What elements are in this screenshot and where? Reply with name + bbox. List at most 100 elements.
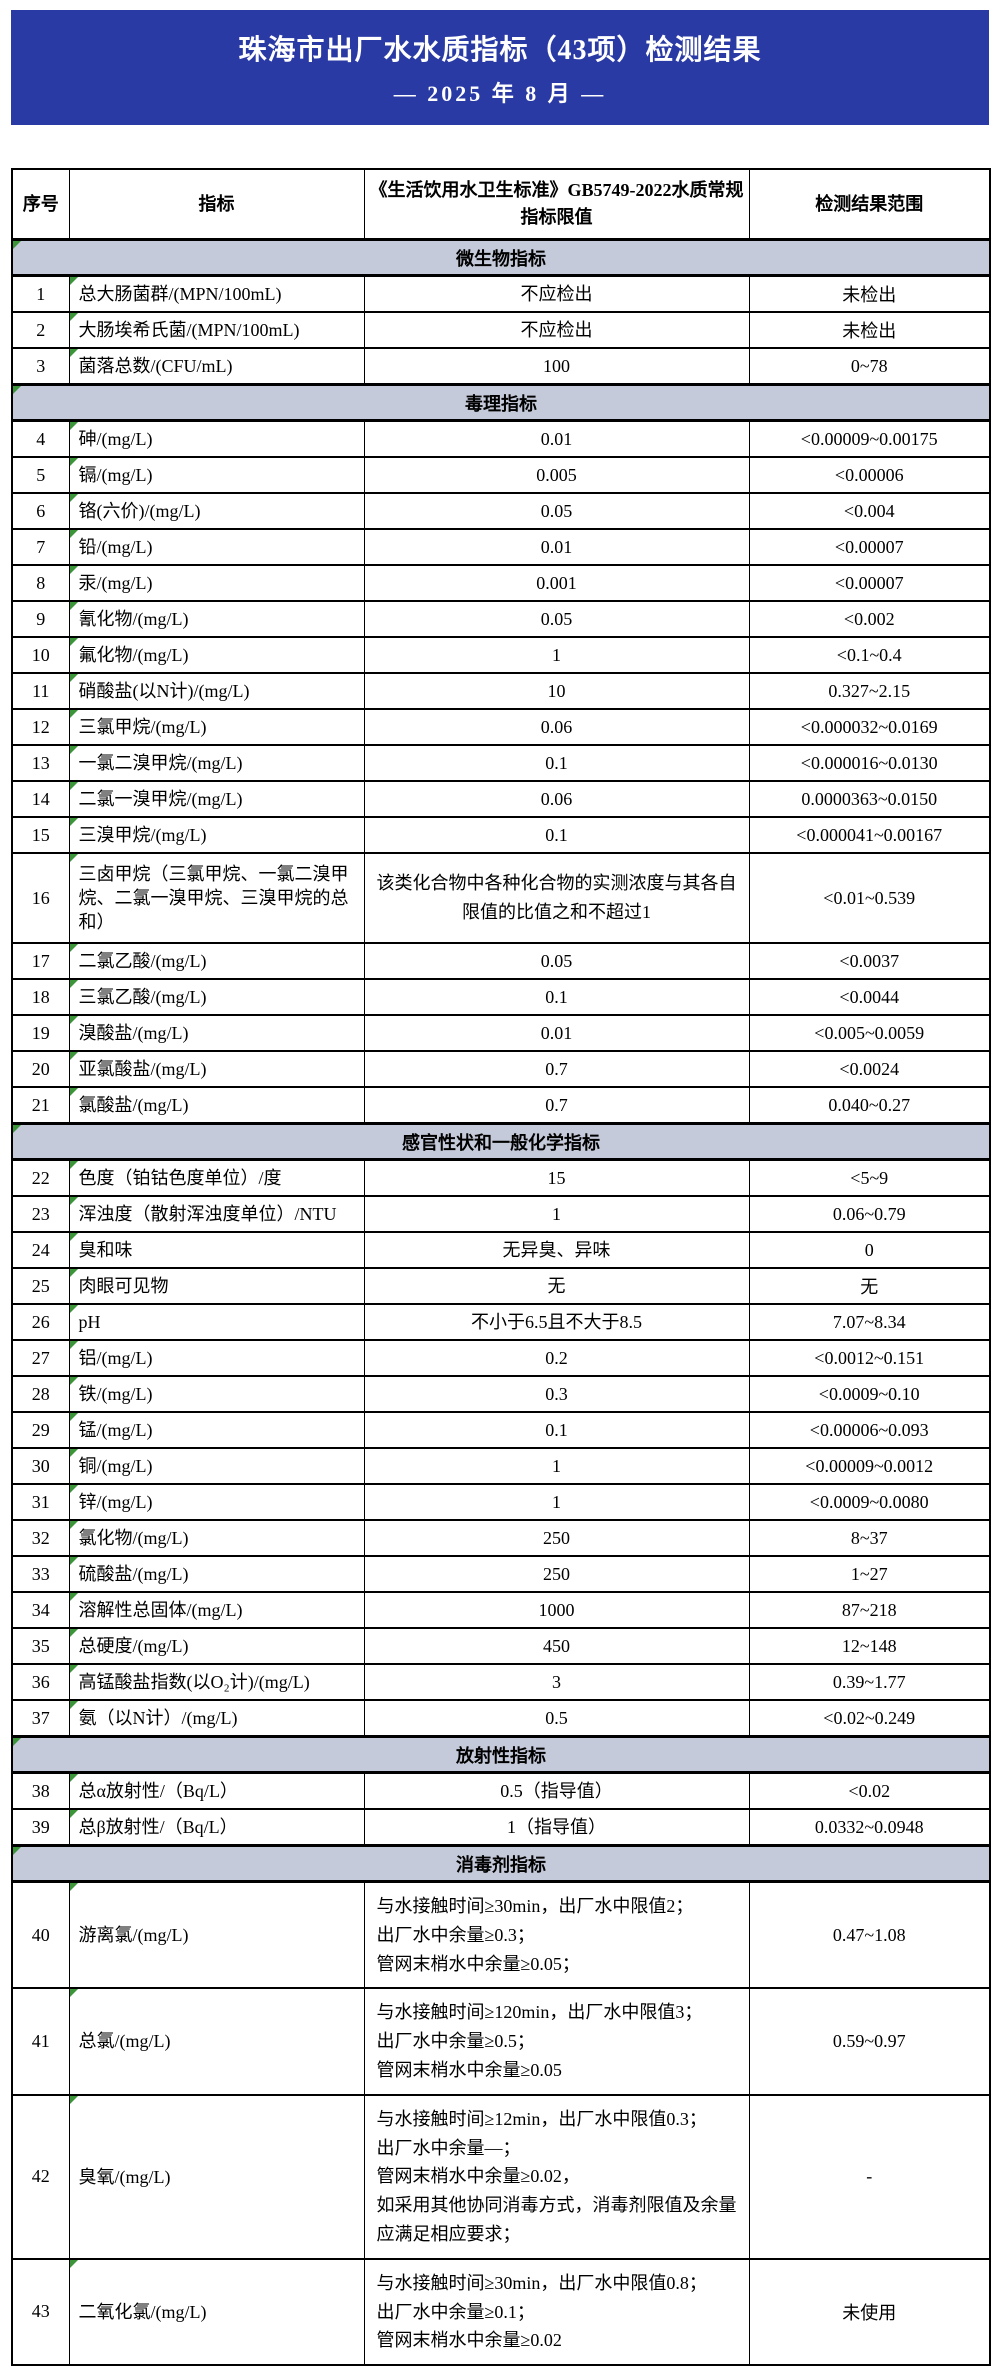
table-row: 22 色度（铂钴色度单位）/度 15 <5~9: [11, 1158, 991, 1197]
column-header-serial: 序号: [11, 168, 70, 241]
row-indicator-name: 三溴甲烷/(mg/L): [68, 816, 365, 854]
row-serial-number: 29: [11, 1411, 70, 1449]
row-result-range: <0.00009~0.00175: [748, 419, 991, 458]
row-result-range: <0.002: [748, 600, 991, 638]
table-row: 31 锌/(mg/L) 1 <0.0009~0.0080: [11, 1483, 991, 1521]
row-indicator-name: 二氯一溴甲烷/(mg/L): [68, 780, 365, 818]
row-standard-limit: 该类化合物中各种化合物的实测浓度与其各自限值的比值之和不超过1: [363, 852, 750, 944]
row-result-range: 未使用: [748, 2257, 991, 2367]
row-serial-number: 4: [11, 419, 70, 458]
section-row: 感官性状和一般化学指标: [11, 1122, 991, 1161]
table-header-row: 序号 指标 《生活饮用水卫生标准》GB5749-2022水质常规指标限值 检测结…: [11, 168, 991, 241]
row-serial-number: 31: [11, 1483, 70, 1521]
row-indicator-name: pH: [68, 1303, 365, 1341]
row-result-range: 0.0332~0.0948: [748, 1808, 991, 1847]
row-result-range: 无: [748, 1267, 991, 1305]
row-standard-limit: 0.1: [363, 816, 750, 854]
row-result-range: 0: [748, 1231, 991, 1269]
row-indicator-name: 锰/(mg/L): [68, 1411, 365, 1449]
row-standard-limit: 0.001: [363, 564, 750, 602]
table-row: 25 肉眼可见物无无: [11, 1267, 991, 1305]
row-indicator-name: 高锰酸盐指数(以O₂计)/(mg/L): [68, 1663, 365, 1701]
row-standard-limit: 0.1: [363, 1411, 750, 1449]
table-row: 36 高锰酸盐指数(以O₂计)/(mg/L) 3 0.39~1.77: [11, 1663, 991, 1701]
row-indicator-name: 臭氧/(mg/L): [68, 2093, 365, 2260]
table-row: 38 总α放射性/（Bq/L） 0.5（指导值） <0.02: [11, 1771, 991, 1810]
row-standard-limit: 0.05: [363, 942, 750, 980]
row-serial-number: 32: [11, 1519, 70, 1557]
row-indicator-name: 氯化物/(mg/L): [68, 1519, 365, 1557]
row-serial-number: 6: [11, 492, 70, 530]
row-indicator-name: 总α放射性/（Bq/L）: [68, 1771, 365, 1810]
table-row: 41 总氯/(mg/L) 与水接触时间≥120min，出厂水中限值3； 出厂水中余量…: [11, 1987, 991, 2096]
row-standard-limit: 0.1: [363, 978, 750, 1016]
row-indicator-name: 亚氯酸盐/(mg/L): [68, 1050, 365, 1088]
row-serial-number: 24: [11, 1231, 70, 1269]
row-serial-number: 40: [11, 1880, 70, 1990]
row-indicator-name: 色度（铂钴色度单位）/度: [68, 1158, 365, 1197]
row-indicator-name: 氨（以N计）/(mg/L): [68, 1699, 365, 1738]
row-serial-number: 1: [11, 274, 70, 313]
row-standard-limit: 0.01: [363, 528, 750, 566]
row-serial-number: 9: [11, 600, 70, 638]
row-indicator-name: 溶解性总固体/(mg/L): [68, 1591, 365, 1629]
table-row: 11 硝酸盐(以N计)/(mg/L) 10 0.327~2.15: [11, 672, 991, 710]
row-result-range: <0.00006~0.093: [748, 1411, 991, 1449]
row-result-range: <0.000032~0.0169: [748, 708, 991, 746]
row-serial-number: 8: [11, 564, 70, 602]
row-serial-number: 35: [11, 1627, 70, 1665]
section-title: 毒理指标: [11, 383, 991, 422]
row-standard-limit: 0.05: [363, 600, 750, 638]
row-indicator-name: 游离氯/(mg/L): [68, 1880, 365, 1990]
row-result-range: <0.02~0.249: [748, 1699, 991, 1738]
row-result-range: 7.07~8.34: [748, 1303, 991, 1341]
row-indicator-name: 铝/(mg/L): [68, 1339, 365, 1377]
row-indicator-name: 三卤甲烷（三氯甲烷、一氯二溴甲烷、二氯一溴甲烷、三溴甲烷的总和）: [68, 852, 365, 944]
row-standard-limit: 0.7: [363, 1086, 750, 1125]
section-title: 放射性指标: [11, 1735, 991, 1774]
row-result-range: <0.00007: [748, 564, 991, 602]
row-serial-number: 10: [11, 636, 70, 674]
table-row: 23 浑浊度（散射浑浊度单位）/NTU 1 0.06~0.79: [11, 1195, 991, 1233]
row-result-range: <0.00007: [748, 528, 991, 566]
table-row: 5 镉/(mg/L) 0.005 <0.00006: [11, 456, 991, 494]
table-row: 9 氰化物/(mg/L) 0.05 <0.002: [11, 600, 991, 638]
row-standard-limit: 0.1: [363, 744, 750, 782]
row-result-range: <0.00009~0.0012: [748, 1447, 991, 1485]
row-serial-number: 12: [11, 708, 70, 746]
row-indicator-name: 汞/(mg/L): [68, 564, 365, 602]
row-result-range: <0.0009~0.0080: [748, 1483, 991, 1521]
row-standard-limit: 1（指导值）: [363, 1808, 750, 1847]
row-indicator-name: 氟化物/(mg/L): [68, 636, 365, 674]
row-indicator-name: 镉/(mg/L): [68, 456, 365, 494]
row-standard-limit: 100: [363, 347, 750, 386]
row-standard-limit: 3: [363, 1663, 750, 1701]
row-serial-number: 30: [11, 1447, 70, 1485]
table-row: 42 臭氧/(mg/L) 与水接触时间≥12min，出厂水中限值0.3； 出厂水中余…: [11, 2093, 991, 2260]
row-serial-number: 20: [11, 1050, 70, 1088]
row-result-range: 0~78: [748, 347, 991, 386]
table-row: 7 铅/(mg/L) 0.01 <0.00007: [11, 528, 991, 566]
row-result-range: 87~218: [748, 1591, 991, 1629]
row-standard-limit: 0.05: [363, 492, 750, 530]
row-standard-limit: 450: [363, 1627, 750, 1665]
row-indicator-name: 总硬度/(mg/L): [68, 1627, 365, 1665]
report-title: 珠海市出厂水水质指标（43项）检测结果: [238, 34, 762, 66]
table-row: 27 铝/(mg/L) 0.2 <0.0012~0.151: [11, 1339, 991, 1377]
column-header-result-range: 检测结果范围: [748, 168, 991, 241]
section-title: 感官性状和一般化学指标: [11, 1122, 991, 1161]
row-serial-number: 23: [11, 1195, 70, 1233]
table-row: 33 硫酸盐/(mg/L) 250 1~27: [11, 1555, 991, 1593]
row-result-range: <0.0024: [748, 1050, 991, 1088]
row-indicator-name: 臭和味: [68, 1231, 365, 1269]
row-standard-limit: 10: [363, 672, 750, 710]
section-row: 毒理指标: [11, 383, 991, 422]
table-row: 28 铁/(mg/L) 0.3 <0.0009~0.10: [11, 1375, 991, 1413]
row-standard-limit: 无: [363, 1267, 750, 1305]
table-row: 6 铬(六价)/(mg/L) 0.05 <0.004: [11, 492, 991, 530]
table-row: 8 汞/(mg/L) 0.001 <0.00007: [11, 564, 991, 602]
row-standard-limit: 1: [363, 1447, 750, 1485]
row-result-range: 未检出: [748, 311, 991, 349]
row-serial-number: 26: [11, 1303, 70, 1341]
row-standard-limit: 1: [363, 636, 750, 674]
